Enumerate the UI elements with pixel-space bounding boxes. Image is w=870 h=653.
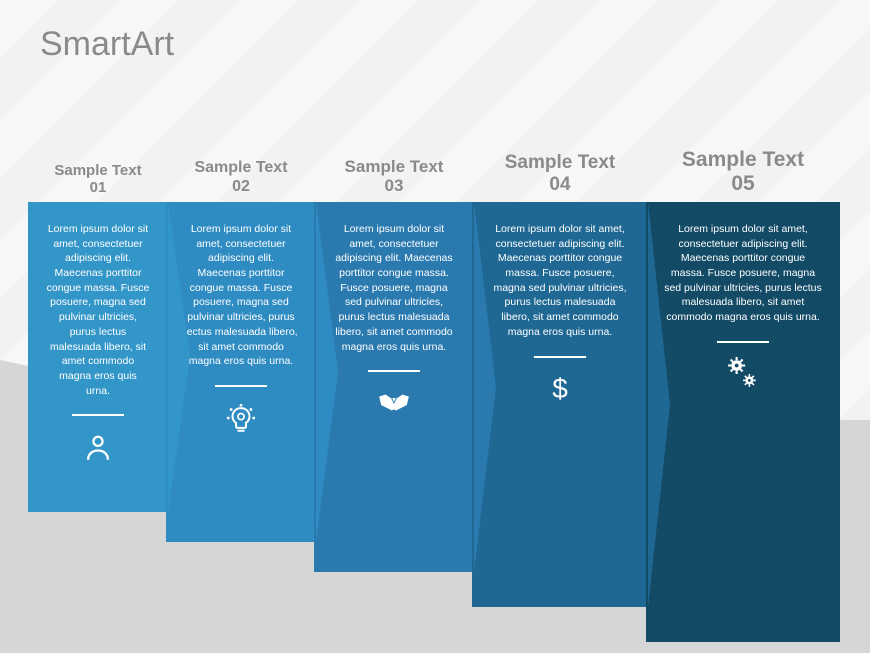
card-body-5: Lorem ipsum dolor sit amet, consectetuer… xyxy=(664,222,822,325)
divider-2 xyxy=(215,385,267,387)
process-card-1: Lorem ipsum dolor sit amet, consectetuer… xyxy=(28,202,168,512)
column-header-4: Sample Text04 xyxy=(472,140,648,196)
lightbulb-icon xyxy=(224,401,258,435)
process-column-4: Sample Text04 Lorem ipsum dolor sit amet… xyxy=(472,140,648,607)
process-card-2: Lorem ipsum dolor sit amet, consectetuer… xyxy=(166,202,316,542)
divider-3 xyxy=(368,370,420,372)
card-body-4: Lorem ipsum dolor sit amet, consectetuer… xyxy=(490,222,630,340)
card-body-1: Lorem ipsum dolor sit amet, consectetuer… xyxy=(46,222,150,398)
gears-icon xyxy=(726,357,760,391)
process-card-3: Lorem ipsum dolor sit amet, consectetuer… xyxy=(314,202,474,572)
column-header-3: Sample Text03 xyxy=(314,140,474,196)
process-card-4: Lorem ipsum dolor sit amet, consectetuer… xyxy=(472,202,648,607)
column-header-1: Sample Text01 xyxy=(28,140,168,196)
person-icon xyxy=(81,430,115,464)
process-card-5: Lorem ipsum dolor sit amet, consectetuer… xyxy=(646,202,840,642)
column-header-5: Sample Text05 xyxy=(646,140,840,196)
process-column-5: Sample Text05 Lorem ipsum dolor sit amet… xyxy=(646,140,840,642)
column-header-2: Sample Text02 xyxy=(166,140,316,196)
dollar-icon: $ xyxy=(543,372,577,406)
divider-1 xyxy=(72,414,124,416)
staircase-chart: Sample Text01 Lorem ipsum dolor sit amet… xyxy=(28,140,850,642)
page-title: SmartArt xyxy=(40,25,174,64)
process-column-3: Sample Text03 Lorem ipsum dolor sit amet… xyxy=(314,140,474,572)
divider-4 xyxy=(534,356,586,358)
process-column-2: Sample Text02 Lorem ipsum dolor sit amet… xyxy=(166,140,316,542)
card-body-3: Lorem ipsum dolor sit amet, consectetuer… xyxy=(332,222,456,354)
card-body-2: Lorem ipsum dolor sit amet, consectetuer… xyxy=(184,222,298,369)
handshake-icon xyxy=(377,386,411,420)
process-column-1: Sample Text01 Lorem ipsum dolor sit amet… xyxy=(28,140,168,512)
divider-5 xyxy=(717,341,769,343)
